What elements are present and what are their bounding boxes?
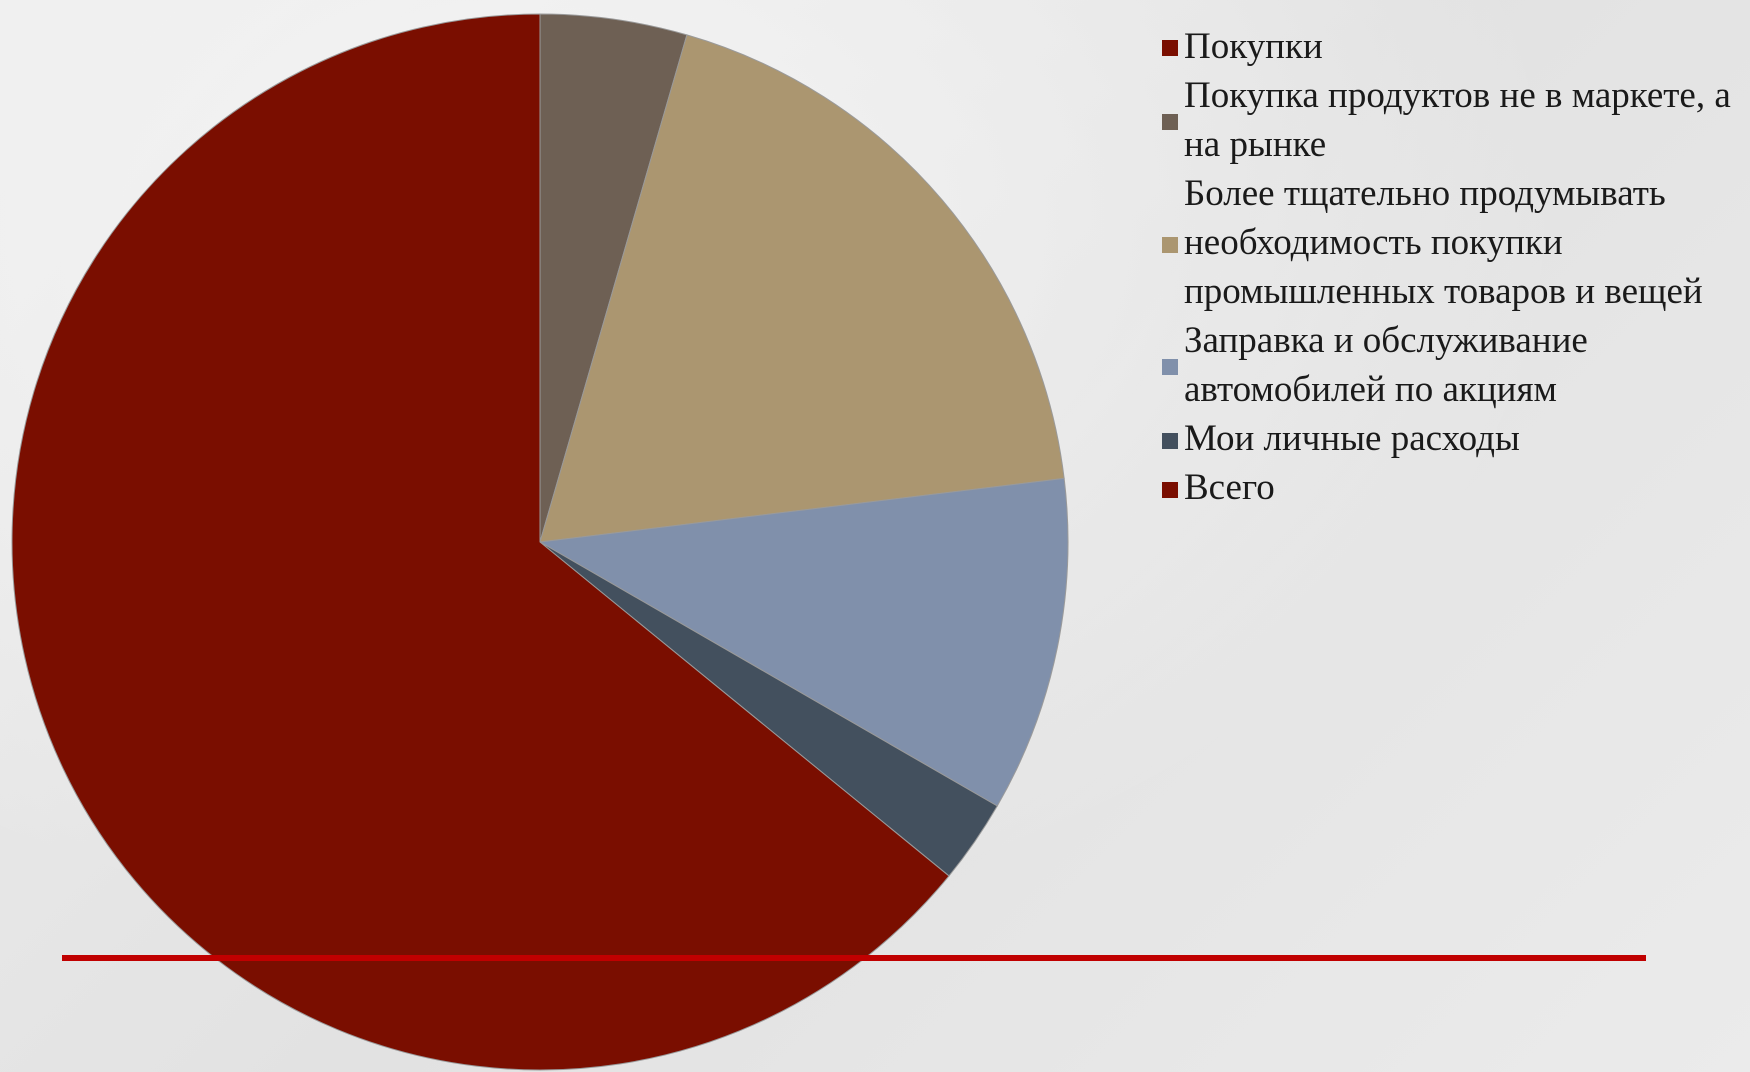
legend-item-fuel: Заправка и обслуживание автомобилей по а… — [1160, 316, 1750, 414]
legend-item-planning: Более тщательно продумывать необходимост… — [1160, 169, 1750, 316]
pie-slices — [11, 13, 1069, 1071]
pie-slice — [539, 34, 1065, 543]
chart-legend: Покупки Покупка продуктов не в маркете, … — [1160, 22, 1750, 512]
legend-swatch — [1162, 236, 1178, 253]
legend-swatch — [1162, 40, 1178, 56]
pie-slice — [11, 13, 950, 1071]
legend-label: Более тщательно продумывать необходимост… — [1184, 173, 1703, 312]
legend-item-market: Покупка продуктов не в маркете, а на рын… — [1160, 71, 1750, 169]
legend-label: Заправка и обслуживание автомобилей по а… — [1184, 320, 1588, 410]
legend-item-pokupki: Покупки — [1160, 22, 1750, 71]
legend-swatch — [1162, 114, 1178, 130]
legend-label: Всего — [1184, 467, 1275, 508]
legend-item-personal: Мои личные расходы — [1160, 414, 1750, 463]
legend-label: Мои личные расходы — [1184, 418, 1520, 459]
legend-label: Покупка продуктов не в маркете, а на рын… — [1184, 75, 1731, 165]
legend-label: Покупки — [1184, 26, 1323, 67]
pie-slice — [538, 477, 1069, 807]
legend-swatch — [1162, 481, 1178, 498]
legend-swatch — [1162, 359, 1178, 375]
legend-item-total: Всего — [1160, 463, 1750, 512]
legend-swatch — [1162, 432, 1178, 449]
